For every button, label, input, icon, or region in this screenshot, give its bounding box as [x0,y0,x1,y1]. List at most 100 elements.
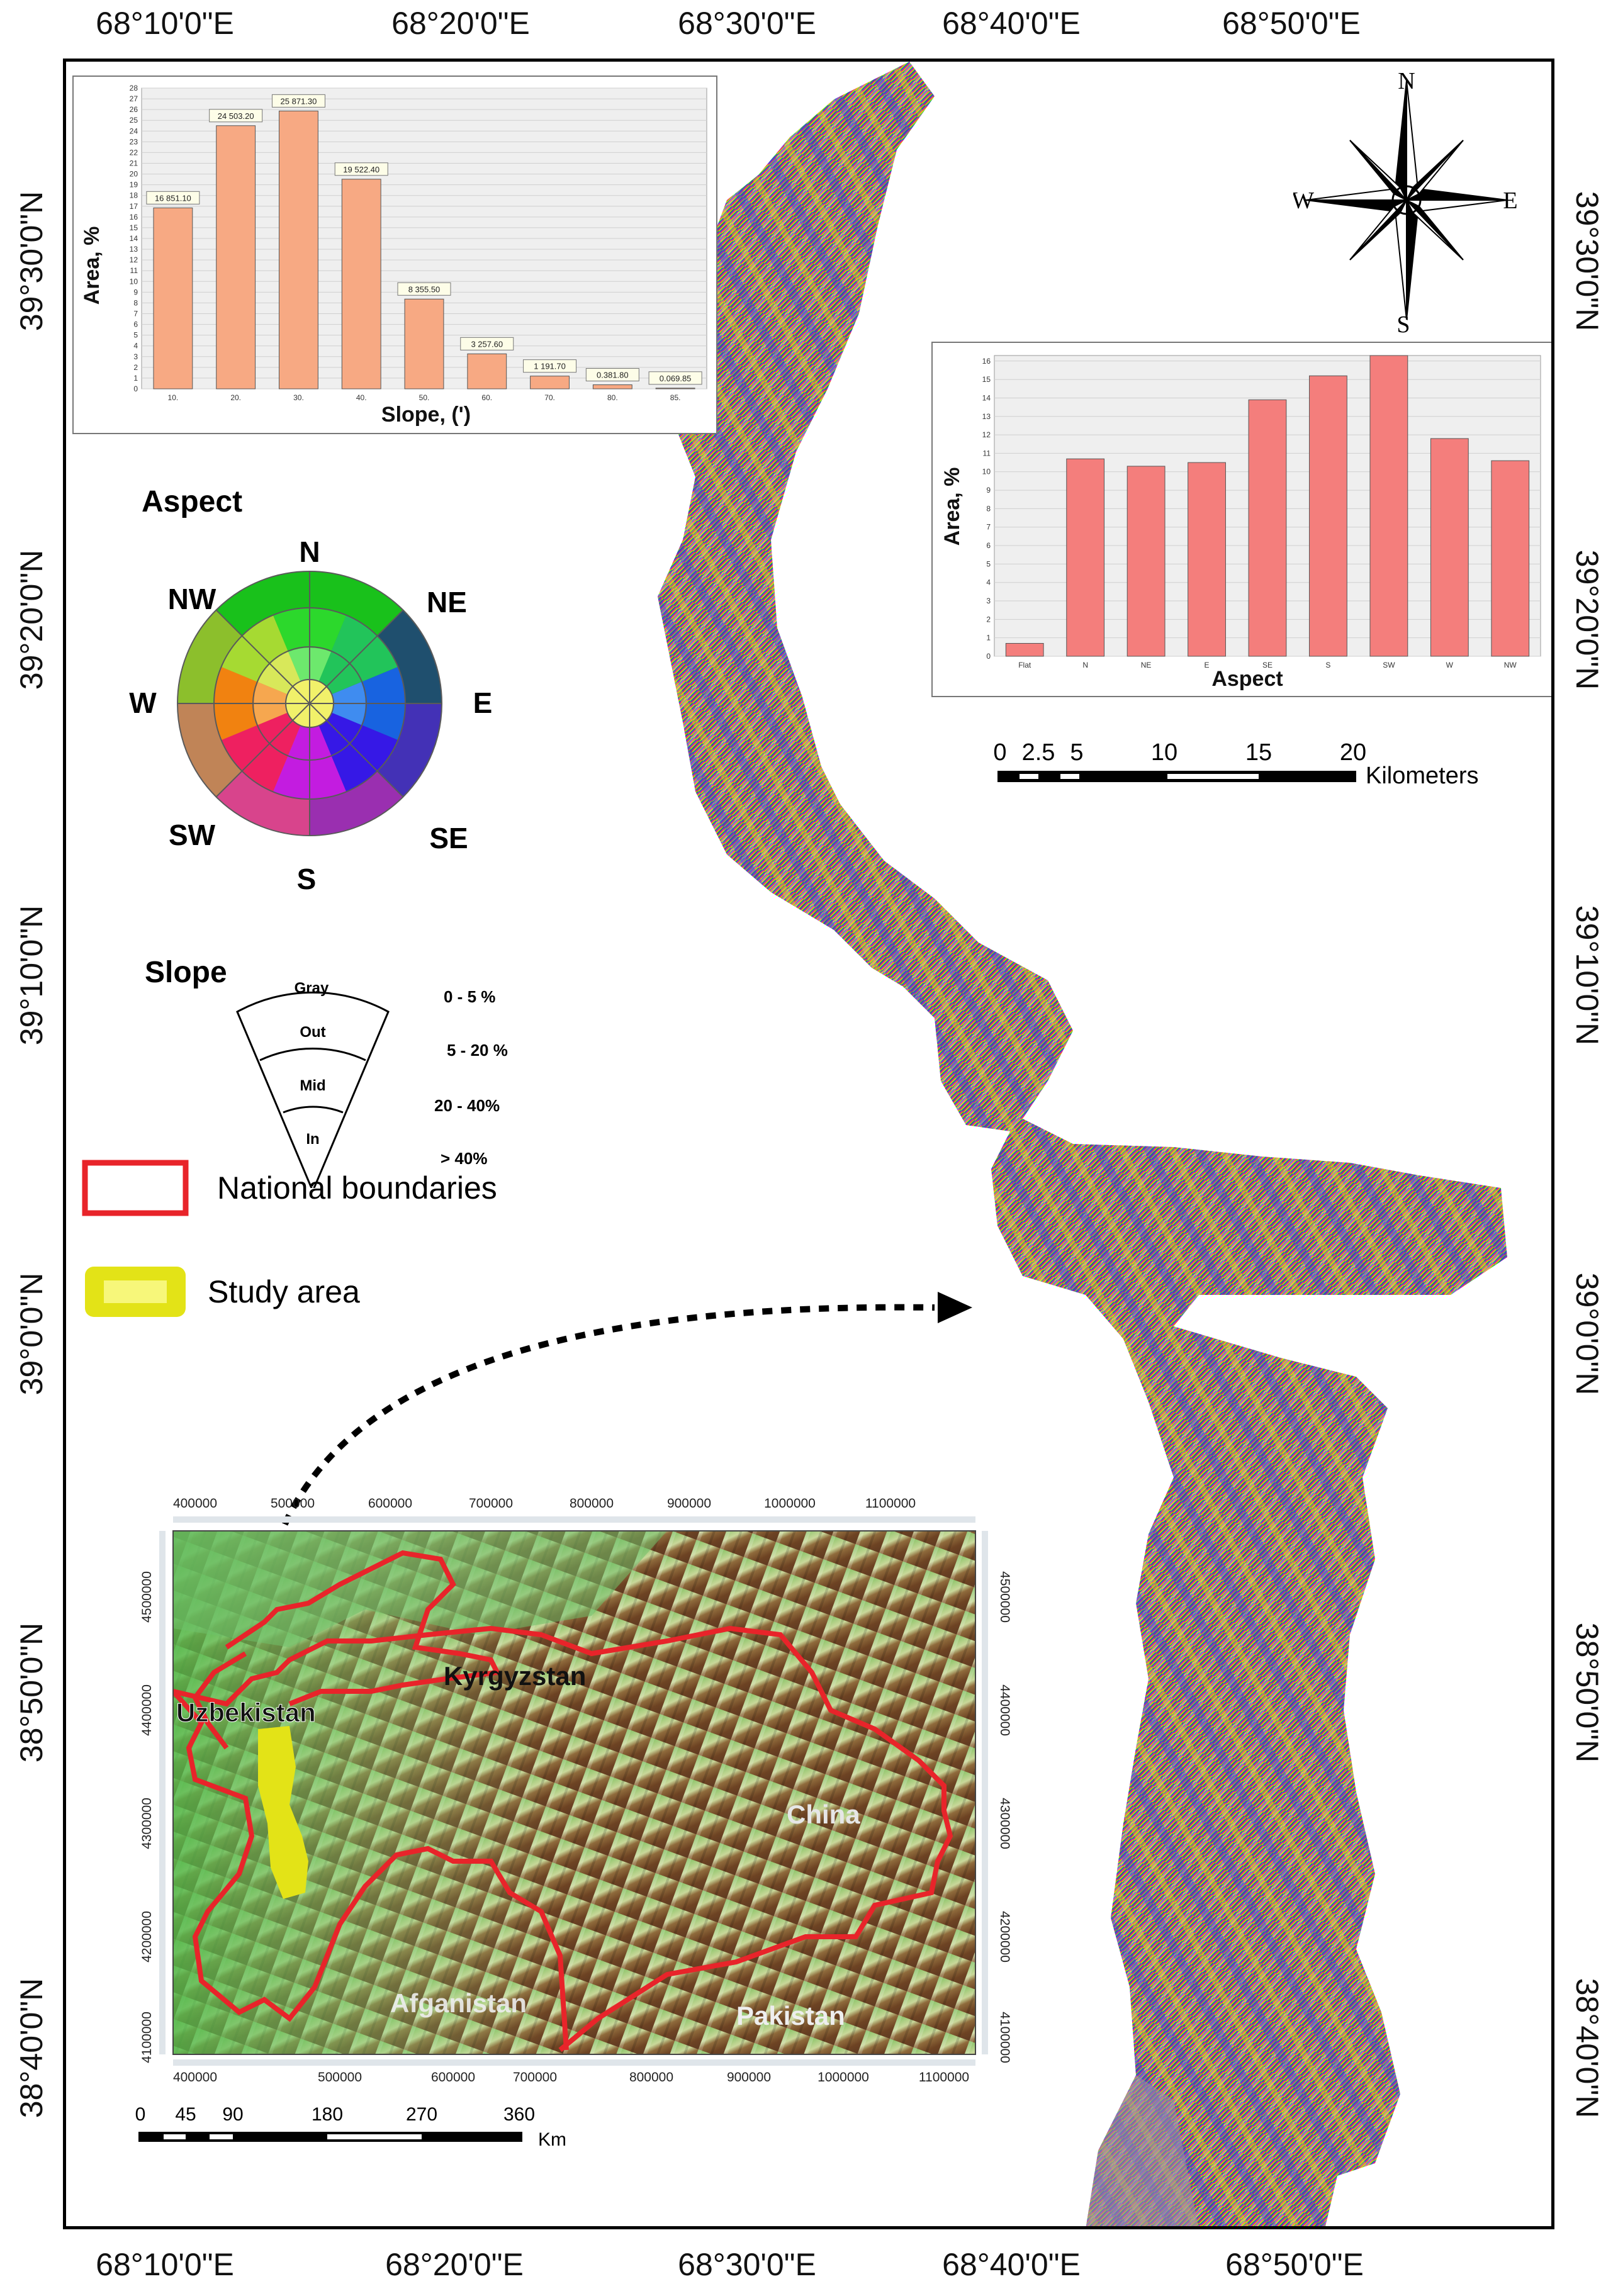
inset-ytick-right-2: 4400000 [997,1684,1012,1736]
y-tick-label: 14 [130,234,138,243]
country-china: China [787,1800,860,1829]
coord-left-5: 38°50'0"N [14,1622,49,1763]
y-tick-label: 12 [130,255,138,264]
data-label-box [585,368,639,382]
y-tick-label: 4 [133,342,138,350]
national-boundaries-swatch [82,1160,189,1216]
inset-ytick-left-3: 4300000 [140,1798,154,1849]
x-tick-label: N [1082,661,1088,669]
slope-zone-mid: Mid [300,1077,325,1094]
aspect-dir-e: E [473,686,493,719]
data-label-box [334,162,388,176]
slope-range-4: > 40% [441,1149,487,1168]
coord-right-1: 39°30'0"N [1570,191,1605,332]
scale-tick-2: 5 [1070,739,1083,766]
bar [1369,355,1408,657]
coord-left-6: 38°40'0"N [14,1978,49,2119]
data-label: 24 503.20 [218,111,254,121]
y-tick-label: 5 [133,331,138,340]
data-label: 3 257.60 [471,339,503,349]
y-tick-label: 14 [982,393,991,402]
y-tick-label: 6 [133,320,138,329]
x-tick-label: NW [1504,661,1517,669]
compass-s: S [1396,311,1410,335]
y-tick-label: 21 [130,159,138,168]
coord-bottom-3: 68°30'0"E [678,2247,816,2282]
y-tick-label: 10 [982,468,991,476]
inset-ytick-left-4: 4200000 [140,1911,154,1963]
data-label: 8 355.50 [408,284,441,294]
coord-top-2: 68°20'0"E [391,6,530,41]
coord-bottom-1: 68°10'0"E [96,2247,234,2282]
slope-histogram: 0123456789101112131415161718192021222324… [80,84,707,427]
data-label-box [523,359,577,373]
y-tick-label: 6 [986,541,991,550]
x-tick-label: 50. [419,393,430,402]
bar [467,353,507,389]
y-tick-label: 7 [986,523,991,532]
y-tick-label: 1 [133,374,138,383]
bar [530,376,570,389]
bar [341,179,381,389]
coord-top-1: 68°10'0"E [96,6,234,41]
scale-tick-4: 15 [1245,739,1272,766]
y-tick-label: 8 [986,504,991,513]
y-tick-label: 11 [983,449,991,457]
coord-bottom-2: 68°20'0"E [385,2247,524,2282]
y-tick-label: 12 [982,430,991,439]
inset-scale-tick-5: 360 [503,2104,535,2125]
x-tick-label: 20. [230,393,241,402]
y-tick-label: 10 [130,277,138,286]
aspect-histogram-panel: 0 1 2 3 4 5 6 7 8 9 10 11 12 13 14 15 16 Flat N NE E SE S SW W N… [931,342,1551,697]
country-uzbekistan: Uzbekistan [176,1698,316,1727]
slope-zone-gray: Gray [295,980,329,997]
y-tick-label: 2 [133,363,138,372]
inset-xtick-top-8: 1100000 [865,1496,916,1511]
inset-xtick-bottom-5: 800000 [629,2070,673,2085]
aspect-slope-legend: Aspect [129,485,508,1188]
map-frame: 0 1 2 3 4 5 6 7 8 9 10 11 12 13 14 15 16 17 18 19 20 21 22 23 24… [63,59,1554,2229]
y-tick-label: 22 [130,148,138,157]
x-tick-label: Flat [1018,661,1031,669]
y-tick-label: 15 [982,375,991,384]
bar [1188,462,1226,657]
bar [216,125,256,389]
y-tick-label: 13 [130,245,138,254]
north-arrow-compass: N S E W [1293,68,1518,335]
x-tick-label: E [1205,661,1210,669]
x-tick-label: 80. [607,393,618,402]
data-label: 1 191.70 [534,362,566,371]
inset-xtick-bottom-1: 400000 [173,2070,217,2085]
bar [153,207,193,389]
y-tick-label: 16 [130,213,138,221]
y-tick-label: 16 [982,357,991,366]
slope-chart-xlabel: Slope, (') [381,403,471,427]
coord-top-3: 68°30'0"E [678,6,816,41]
slope-range-2: 5 - 20 % [447,1041,508,1060]
coord-right-6: 38°40'0"N [1570,1978,1605,2119]
y-tick-label: 20 [130,170,138,179]
inset-scale-unit: Km [538,2129,566,2150]
x-tick-label: 30. [293,393,304,402]
inset-xtick-bottom-6: 900000 [727,2070,771,2085]
scale-tick-5: 20 [1340,739,1366,766]
inset-ytick-right-1: 4500000 [997,1571,1012,1623]
bar [1491,460,1530,657]
country-kyrgyzstan: Kyrgyzstan [444,1661,586,1691]
y-tick-label: 15 [130,223,138,232]
aspect-chart-xlabel: Aspect [1211,667,1283,691]
national-boundaries-label: National boundaries [217,1170,497,1206]
data-label: 19 522.40 [343,165,379,174]
slope-zone-out: Out [300,1024,325,1041]
inset-scale-tick-0: 0 [135,2104,145,2125]
aspect-chart-ylabel: Area, % [940,468,964,546]
compass-e: E [1503,188,1517,214]
data-label: 0.381.80 [597,371,629,380]
inset-ytick-right-3: 4300000 [997,1798,1012,1849]
y-tick-label: 0 [133,384,138,393]
inset-ytick-right-4: 4200000 [997,1911,1012,1963]
data-label: 25 871.30 [281,96,317,106]
aspect-dir-w: W [129,686,157,719]
country-pakistan: Pakistan [736,2001,845,2030]
